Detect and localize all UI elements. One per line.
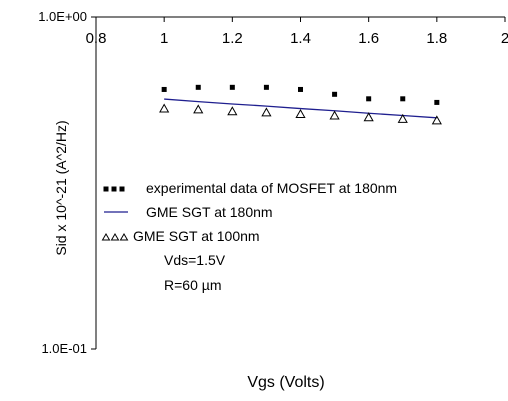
- data-point-square: [332, 91, 338, 97]
- legend-marker-square: [111, 186, 117, 192]
- y-tick-label: 1.0E-01: [41, 341, 87, 356]
- legend-label: GME SGT at 180nm: [146, 204, 273, 220]
- data-point-triangle: [397, 113, 408, 123]
- data-point-square: [298, 86, 303, 92]
- legend-marker-triangle: [101, 233, 111, 241]
- series-line: [164, 98, 437, 119]
- legend-item-line: GME SGT at 180nm: [104, 204, 273, 220]
- data-point-triangle: [227, 106, 238, 116]
- legend-label: GME SGT at 100nm: [133, 228, 260, 244]
- data-point-square: [195, 84, 201, 90]
- legend-marker-triangle: [110, 233, 120, 241]
- legend-marker-square: [119, 186, 125, 192]
- data-point-triangle: [159, 103, 170, 113]
- series-triangle: [159, 103, 442, 125]
- tick-labels: 0.8 1 1.2 1.4 1.6 1.8 2 1.0E+00 1.0E-01: [38, 9, 508, 356]
- data-point-triangle: [261, 107, 272, 117]
- data-point-square: [263, 84, 269, 90]
- x-tick-label: 1.6: [358, 30, 379, 47]
- data-point-triangle: [363, 112, 374, 122]
- x-tick-label: 1.2: [222, 30, 243, 47]
- legend-item-square: experimental data of MOSFET at 180nm: [103, 180, 397, 196]
- data-point-triangle: [431, 115, 442, 125]
- x-tick-label: 1: [160, 30, 168, 47]
- annotation-text: R=60 µm: [164, 277, 221, 293]
- x-axis-label: Vgs (Volts): [247, 374, 324, 391]
- legend-marker-square: [103, 186, 109, 192]
- legend-marker-triangle: [119, 233, 129, 241]
- legend-label: experimental data of MOSFET at 180nm: [146, 180, 397, 196]
- series-line: [164, 98, 437, 119]
- data-point-square: [434, 99, 440, 105]
- x-tick-label: 2: [501, 30, 508, 47]
- data-point-square: [161, 86, 167, 92]
- data-point-triangle: [295, 109, 306, 119]
- legend-item-triangle: GME SGT at 100nm: [101, 228, 260, 244]
- annotations: Vds=1.5V R=60 µm: [164, 252, 226, 293]
- legend: experimental data of MOSFET at 180nm GME …: [101, 180, 397, 244]
- series-layer: [159, 84, 442, 125]
- x-tick-label: 1.4: [290, 30, 311, 47]
- y-tick-label: 1.0E+00: [38, 9, 87, 24]
- data-point-square: [400, 96, 406, 102]
- x-tick-label: 0.8: [86, 30, 107, 47]
- x-tick-label: 1.8: [426, 30, 447, 47]
- y-axis-label: Sid x 10^-21 (A^2/Hz): [53, 120, 69, 255]
- data-point-triangle: [193, 104, 204, 114]
- series-square: [161, 84, 440, 105]
- data-point-square: [366, 96, 372, 102]
- annotation-text: Vds=1.5V: [164, 252, 226, 268]
- data-point-triangle: [329, 110, 340, 120]
- data-point-square: [229, 84, 235, 90]
